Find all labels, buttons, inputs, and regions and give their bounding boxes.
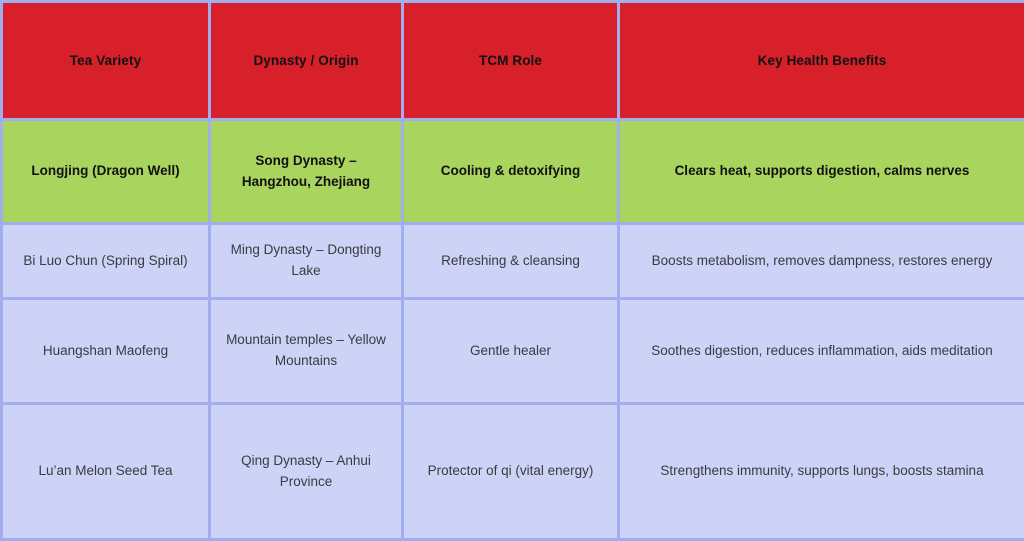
cell-health-benefits: Soothes digestion, reduces inflammation,… (619, 299, 1024, 404)
cell-tcm-role: Protector of qi (vital energy) (403, 404, 619, 540)
cell-tea-variety: Bi Luo Chun (Spring Spiral) (2, 224, 210, 299)
header-row: Tea Variety Dynasty / Origin TCM Role Ke… (2, 2, 1024, 120)
cell-dynasty-origin: Qing Dynasty – Anhui Province (210, 404, 403, 540)
cell-health-benefits: Clears heat, supports digestion, calms n… (619, 120, 1024, 224)
row-longjing: Longjing (Dragon Well) Song Dynasty – Ha… (2, 120, 1024, 224)
cell-tcm-role: Gentle healer (403, 299, 619, 404)
header-cell-tea-variety: Tea Variety (2, 2, 210, 120)
row-biluochun: Bi Luo Chun (Spring Spiral) Ming Dynasty… (2, 224, 1024, 299)
cell-tea-variety: Longjing (Dragon Well) (2, 120, 210, 224)
cell-tcm-role: Cooling & detoxifying (403, 120, 619, 224)
row-luan: Lu’an Melon Seed Tea Qing Dynasty – Anhu… (2, 404, 1024, 540)
cell-dynasty-origin: Ming Dynasty – Dongting Lake (210, 224, 403, 299)
header-cell-health-benefits: Key Health Benefits (619, 2, 1024, 120)
cell-health-benefits: Boosts metabolism, removes dampness, res… (619, 224, 1024, 299)
cell-tea-variety: Lu’an Melon Seed Tea (2, 404, 210, 540)
cell-tcm-role: Refreshing & cleansing (403, 224, 619, 299)
cell-dynasty-origin: Mountain temples – Yellow Mountains (210, 299, 403, 404)
header-cell-dynasty-origin: Dynasty / Origin (210, 2, 403, 120)
cell-tea-variety: Huangshan Maofeng (2, 299, 210, 404)
row-huangshan: Huangshan Maofeng Mountain temples – Yel… (2, 299, 1024, 404)
cell-dynasty-origin: Song Dynasty – Hangzhou, Zhejiang (210, 120, 403, 224)
cell-health-benefits: Strengthens immunity, supports lungs, bo… (619, 404, 1024, 540)
header-cell-tcm-role: TCM Role (403, 2, 619, 120)
